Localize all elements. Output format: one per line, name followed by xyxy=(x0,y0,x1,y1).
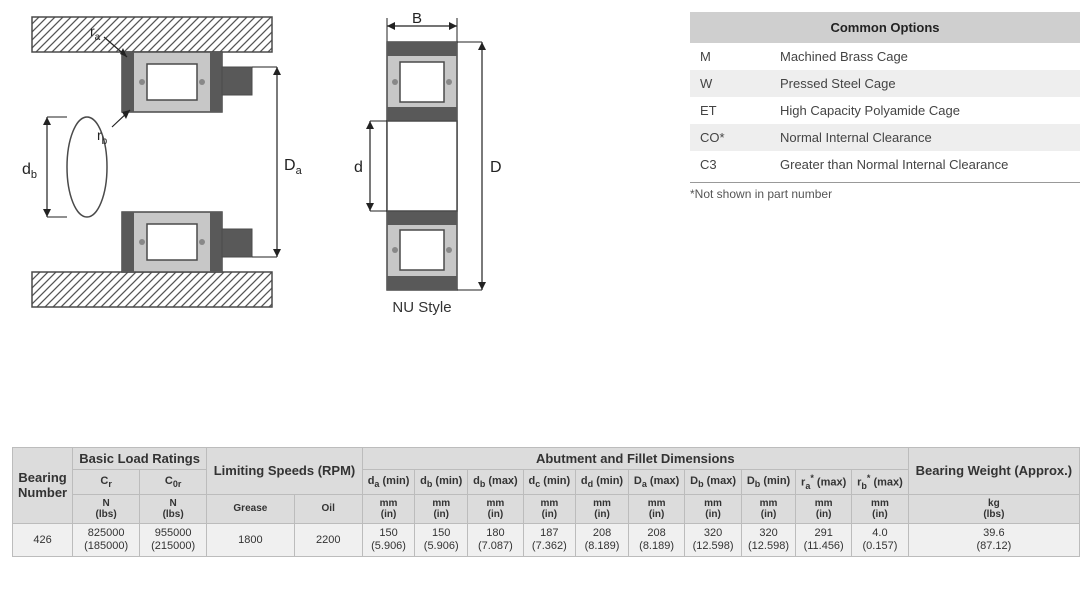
col-Da-max: Da (max) xyxy=(628,470,684,495)
unit-mm-in: mm (in) xyxy=(741,494,795,523)
col-db-max: db (max) xyxy=(468,470,523,495)
cell-Da-max: 208(8.189) xyxy=(628,523,684,556)
svg-text:d: d xyxy=(354,159,363,176)
common-options-panel: Common Options MMachined Brass Cage WPre… xyxy=(690,12,1080,201)
unit-n-lbs: N (lbs) xyxy=(73,494,140,523)
option-label: Normal Internal Clearance xyxy=(770,124,1080,151)
cell-bearing-number: 426 xyxy=(13,523,73,556)
unit-mm-in: mm (in) xyxy=(523,494,575,523)
unit-mm-in: mm (in) xyxy=(685,494,742,523)
options-footnote: *Not shown in part number xyxy=(690,182,1080,201)
svg-text:NU Style: NU Style xyxy=(392,299,451,316)
col-group-load: Basic Load Ratings xyxy=(73,448,207,470)
unit-oil: Oil xyxy=(294,494,362,523)
cell-grease: 1800 xyxy=(207,523,294,556)
unit-kg-lbs: kg (lbs) xyxy=(908,494,1079,523)
unit-mm-in: mm (in) xyxy=(468,494,523,523)
cell-dc-min: 187(7.362) xyxy=(523,523,575,556)
unit-mm-in: mm (in) xyxy=(576,494,629,523)
svg-text:db: db xyxy=(22,161,37,181)
cell-dd-min: 208(8.189) xyxy=(576,523,629,556)
option-label: Pressed Steel Cage xyxy=(770,70,1080,97)
option-key: CO* xyxy=(690,124,770,151)
col-db-min: db (min) xyxy=(415,470,468,495)
col-rb-max: rb* (max) xyxy=(852,470,909,495)
unit-n-lbs: N (lbs) xyxy=(140,494,207,523)
col-Db-max: Db (max) xyxy=(685,470,742,495)
col-group-abutment: Abutment and Fillet Dimensions xyxy=(362,448,908,470)
cell-da-min: 150(5.906) xyxy=(362,523,414,556)
cell-cor: 955000(215000) xyxy=(140,523,207,556)
cell-cr: 825000(185000) xyxy=(73,523,140,556)
cell-Db-max: 320(12.598) xyxy=(685,523,742,556)
option-key: C3 xyxy=(690,151,770,178)
table-row: 426 825000(185000) 955000(215000) 1800 2… xyxy=(13,523,1080,556)
option-key: ET xyxy=(690,97,770,124)
col-cr: Cr xyxy=(73,470,140,495)
unit-mm-in: mm (in) xyxy=(628,494,684,523)
col-group-speed: Limiting Speeds (RPM) xyxy=(207,448,363,495)
col-da-min: da (min) xyxy=(362,470,414,495)
svg-text:Da: Da xyxy=(284,157,303,177)
unit-mm-in: mm (in) xyxy=(362,494,414,523)
cell-db-max: 180(7.087) xyxy=(468,523,523,556)
option-key: M xyxy=(690,43,770,70)
svg-text:rb: rb xyxy=(97,127,108,147)
option-label: Greater than Normal Internal Clearance xyxy=(770,151,1080,178)
unit-mm-in: mm (in) xyxy=(796,494,852,523)
col-cor: C0r xyxy=(140,470,207,495)
bearing-nu-style-diagram: B d xyxy=(332,12,522,327)
col-Db-min: Db (min) xyxy=(741,470,795,495)
unit-grease: Grease xyxy=(207,494,294,523)
col-dc-min: dc (min) xyxy=(523,470,575,495)
cell-ra-max: 291(11.456) xyxy=(796,523,852,556)
col-bearing-number: Bearing Number xyxy=(13,448,73,524)
col-dd-min: dd (min) xyxy=(576,470,629,495)
cell-weight: 39.6(87.12) xyxy=(908,523,1079,556)
unit-mm-in: mm (in) xyxy=(415,494,468,523)
cell-Db-min: 320(12.598) xyxy=(741,523,795,556)
option-key: W xyxy=(690,70,770,97)
common-options-table: Common Options MMachined Brass Cage WPre… xyxy=(690,12,1080,178)
cell-db-min: 150(5.906) xyxy=(415,523,468,556)
options-title: Common Options xyxy=(690,12,1080,43)
bearing-data-table: Bearing Number Basic Load Ratings Limiti… xyxy=(12,447,1080,557)
option-label: Machined Brass Cage xyxy=(770,43,1080,70)
svg-text:D: D xyxy=(490,159,502,176)
cell-oil: 2200 xyxy=(294,523,362,556)
svg-text:B: B xyxy=(412,12,422,27)
unit-mm-in: mm (in) xyxy=(852,494,909,523)
col-group-weight: Bearing Weight (Approx.) xyxy=(908,448,1079,495)
bearing-cross-section-diagram: ra rb db Da xyxy=(12,12,312,317)
option-label: High Capacity Polyamide Cage xyxy=(770,97,1080,124)
col-ra-max: ra* (max) xyxy=(796,470,852,495)
cell-rb-max: 4.0(0.157) xyxy=(852,523,909,556)
